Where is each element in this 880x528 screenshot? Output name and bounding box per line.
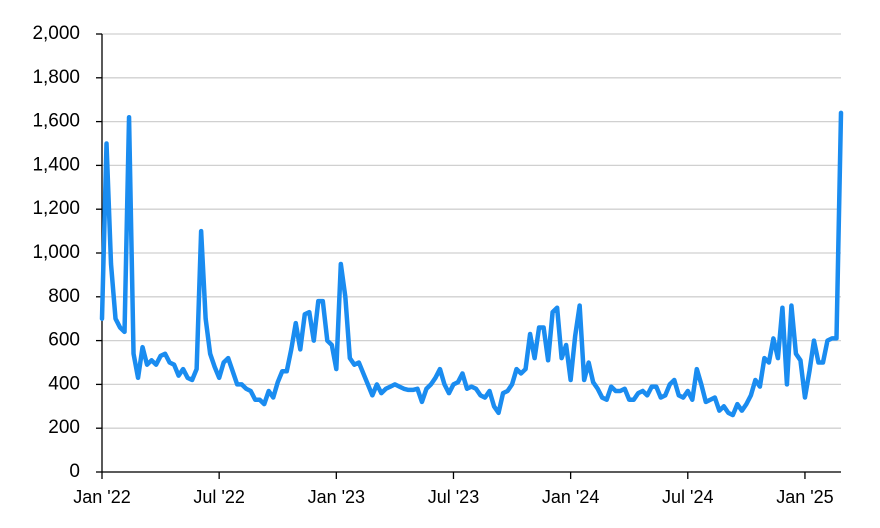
data-line <box>99 110 844 418</box>
x-tick-label: Jul '23 <box>428 487 479 507</box>
y-tick-label: 1,000 <box>32 242 80 263</box>
x-tick-label: Jul '24 <box>662 487 713 507</box>
y-tick-label: 200 <box>48 417 80 438</box>
y-tick-label: 600 <box>48 330 80 351</box>
y-tick-label: 0 <box>69 461 80 482</box>
x-tick-label: Jul '22 <box>193 487 244 507</box>
y-tick-label: 1,800 <box>32 67 80 88</box>
y-tick-label: 1,600 <box>32 111 80 132</box>
y-tick-label: 1,200 <box>32 198 80 219</box>
x-tick-label: Jan '24 <box>542 487 599 507</box>
y-tick-label: 400 <box>48 373 80 394</box>
x-tick-label: Jan '23 <box>308 487 365 507</box>
x-tick-label: Jan '25 <box>776 487 833 507</box>
y-tick-label: 2,000 <box>32 23 80 44</box>
x-tick-label: Jan '22 <box>73 487 130 507</box>
y-tick-label: 800 <box>48 286 80 307</box>
y-tick-label: 1,400 <box>32 154 80 175</box>
